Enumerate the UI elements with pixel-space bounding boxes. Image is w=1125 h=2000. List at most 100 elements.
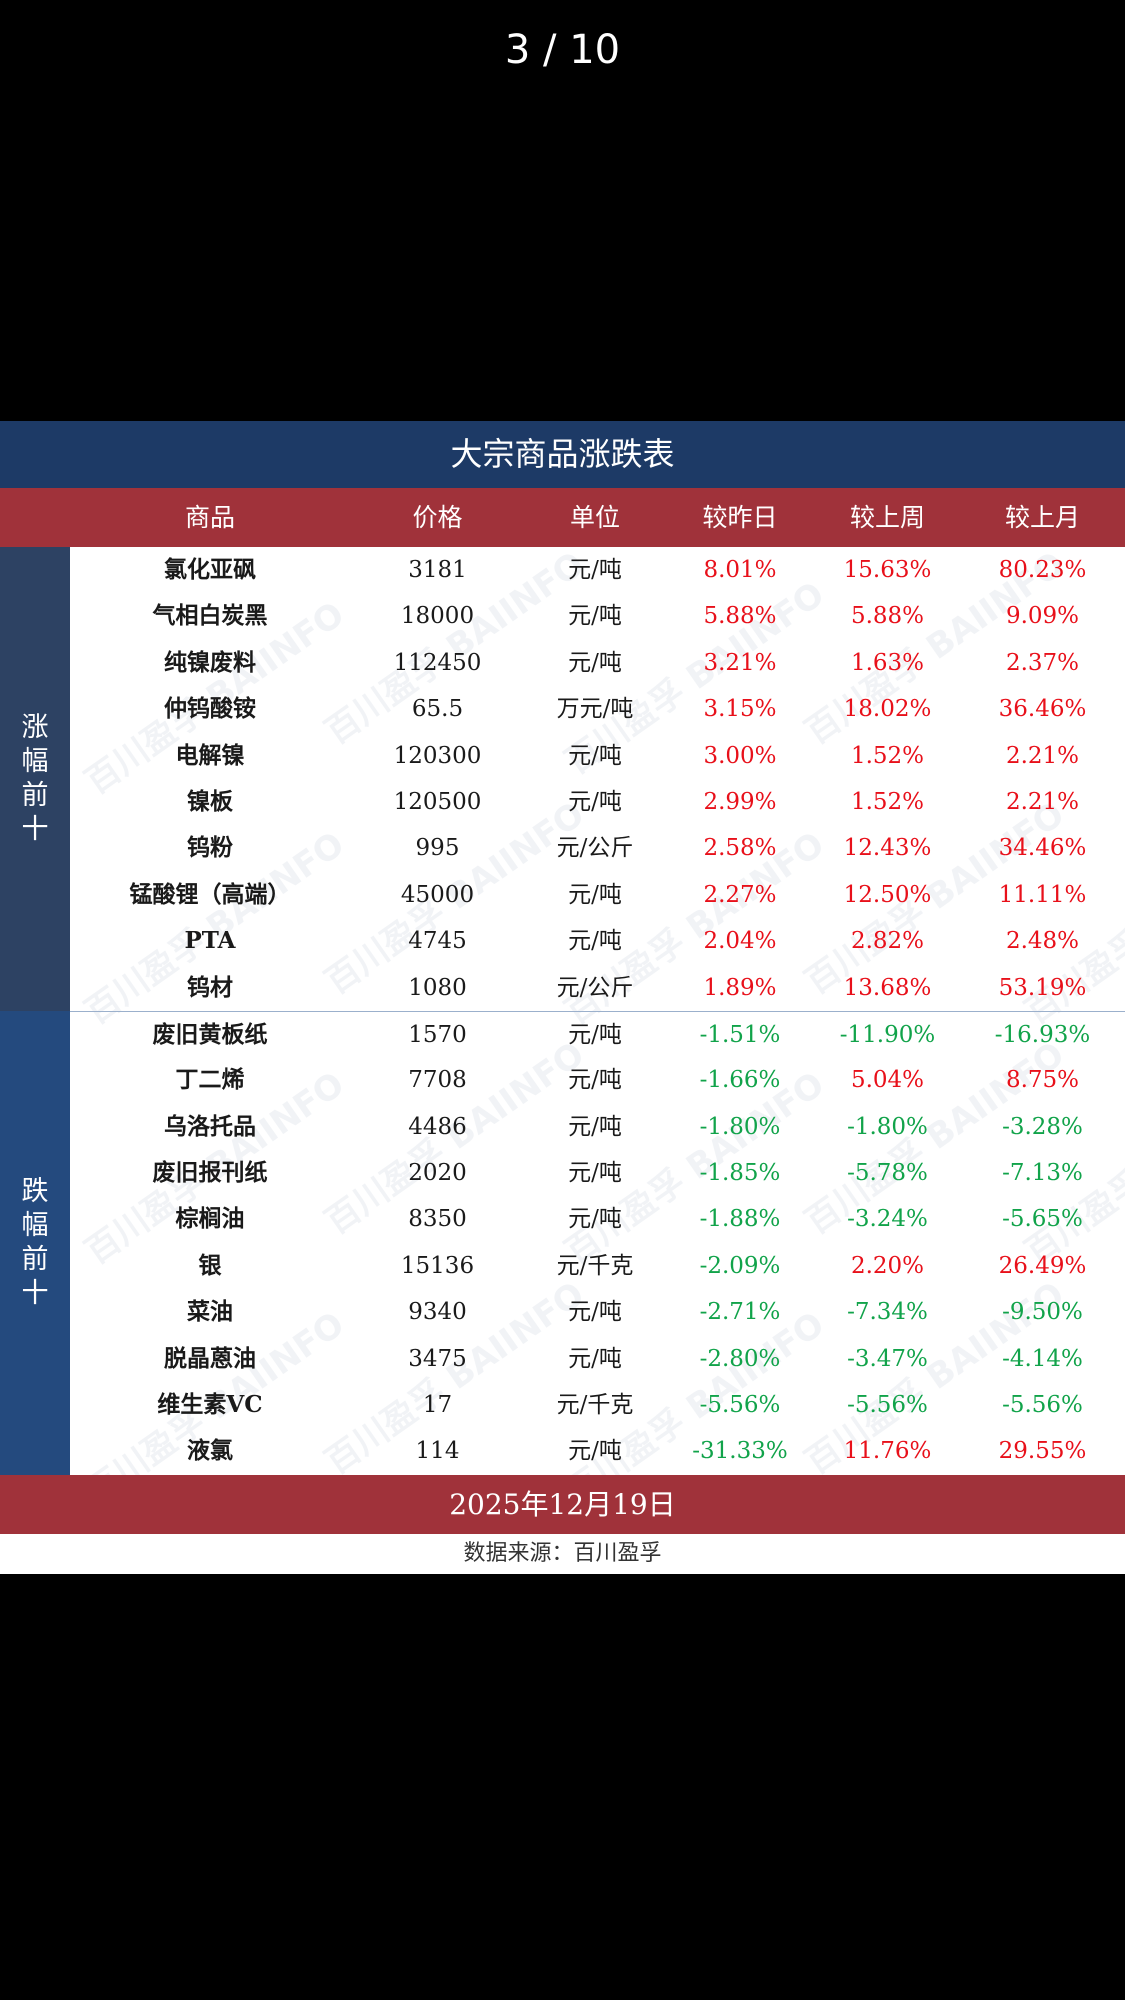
commodity-name: 维生素VC	[157, 1391, 263, 1419]
change-vs-yesterday: -2.71%	[699, 1299, 781, 1326]
change-vs-last-week: -3.47%	[847, 1345, 928, 1372]
change-vs-last-month: 80.23%	[998, 557, 1087, 583]
change-vs-last-week: 5.88%	[850, 603, 925, 630]
price-value: 4486	[408, 1113, 467, 1140]
unit-value: 元/吨	[568, 928, 622, 955]
unit-value: 元/千克	[556, 1252, 634, 1279]
unit-value: 元/吨	[568, 788, 622, 815]
group-bottom-char: 幅	[21, 1210, 49, 1241]
group-bottom-char: 前	[21, 1244, 49, 1275]
change-vs-last-month: -9.50%	[1002, 1299, 1083, 1326]
price-value: 2020	[408, 1160, 467, 1187]
unit-value: 元/吨	[568, 1113, 622, 1140]
change-vs-last-month: 2.37%	[1005, 649, 1080, 676]
unit-value: 元/吨	[568, 603, 622, 630]
change-vs-last-week: 5.04%	[850, 1067, 925, 1094]
commodity-name: 脱晶蒽油	[164, 1344, 256, 1372]
change-vs-last-week: -5.78%	[847, 1160, 928, 1187]
commodity-name: 锰酸锂（高端）	[129, 880, 291, 908]
change-vs-last-week: 18.02%	[843, 696, 932, 723]
price-value: 120300	[393, 742, 482, 769]
table-row: 氯化亚砜 3181 元/吨 8.01% 15.63% 80.23%	[70, 547, 1125, 593]
price-value: 9340	[408, 1299, 467, 1326]
header-price: 价格	[412, 503, 463, 532]
table-date: 2025年12月19日	[0, 1475, 1125, 1534]
unit-value: 元/吨	[568, 742, 622, 769]
price-value: 18000	[400, 603, 475, 630]
table-row: 维生素VC 17 元/千克 -5.56% -5.56% -5.56%	[70, 1382, 1125, 1428]
change-vs-last-week: 2.20%	[850, 1252, 925, 1279]
table-header-row: 商品 价格 单位 较昨日 较上周 较上月	[0, 488, 1125, 547]
commodity-name: 菜油	[187, 1298, 233, 1326]
table-row: 废旧报刊纸 2020 元/吨 -1.85% -5.78% -7.13%	[70, 1150, 1125, 1196]
commodity-name: 废旧报刊纸	[152, 1159, 268, 1187]
change-vs-last-week: -7.34%	[847, 1299, 928, 1326]
commodity-name: 钨粉	[187, 834, 233, 862]
change-vs-yesterday: 1.89%	[703, 974, 777, 1001]
change-vs-yesterday: 2.04%	[703, 928, 777, 955]
change-vs-yesterday: -1.51%	[699, 1021, 781, 1048]
header-commodity: 商品	[184, 503, 235, 532]
table-row: 液氯 114 元/吨 -31.33% 11.76% 29.55%	[70, 1428, 1125, 1474]
change-vs-yesterday: 3.15%	[703, 696, 777, 723]
change-vs-last-week: 12.43%	[843, 835, 932, 862]
table-title: 大宗商品涨跌表	[0, 421, 1125, 488]
change-vs-last-week: -5.56%	[847, 1392, 928, 1419]
change-vs-last-week: 15.63%	[843, 557, 932, 583]
group-label-top-losers: 跌 幅 前 十	[0, 1011, 70, 1475]
commodity-name: 电解镍	[175, 741, 245, 769]
unit-value: 元/吨	[568, 1206, 622, 1233]
commodity-name: 废旧黄板纸	[152, 1020, 268, 1048]
unit-value: 元/千克	[556, 1392, 634, 1419]
change-vs-last-week: -1.80%	[847, 1113, 928, 1140]
change-vs-last-month: 53.19%	[998, 974, 1087, 1001]
price-value: 65.5	[411, 696, 464, 723]
unit-value: 万元/吨	[556, 696, 634, 723]
unit-value: 元/吨	[568, 649, 622, 676]
commodity-name: PTA	[184, 927, 236, 955]
change-vs-last-week: 11.76%	[843, 1438, 932, 1465]
change-vs-yesterday: -5.56%	[699, 1392, 781, 1419]
table-row: 镍板 120500 元/吨 2.99% 1.52% 2.21%	[70, 779, 1125, 825]
group-top-char: 前	[21, 780, 49, 811]
change-vs-yesterday: 2.58%	[703, 835, 777, 862]
unit-value: 元/吨	[568, 1067, 622, 1094]
change-vs-last-month: 26.49%	[998, 1252, 1087, 1279]
group-label-top-gainers: 涨 幅 前 十	[0, 547, 70, 1011]
commodity-table-image[interactable]: 百川盈孚 BAIINFO 百川盈孚 BAIINFO 百川盈孚 BAIINFO 百川盈孚…	[0, 421, 1125, 1574]
table-row: 气相白炭黑 18000 元/吨 5.88% 5.88% 9.09%	[70, 593, 1125, 639]
commodity-name: 棕榈油	[175, 1205, 245, 1233]
change-vs-yesterday: -2.09%	[699, 1252, 781, 1279]
unit-value: 元/吨	[568, 1345, 622, 1372]
table-row: PTA 4745 元/吨 2.04% 2.82% 2.48%	[70, 918, 1125, 964]
group-top-char: 涨	[21, 712, 49, 743]
commodity-name: 丁二烯	[175, 1066, 245, 1094]
header-vs-yesterday: 较昨日	[702, 503, 778, 532]
change-vs-yesterday: -1.66%	[699, 1067, 781, 1094]
unit-value: 元/吨	[568, 1438, 622, 1465]
table-row: 锰酸锂（高端） 45000 元/吨 2.27% 12.50% 11.11%	[70, 872, 1125, 918]
change-vs-last-month: 2.21%	[1005, 742, 1080, 769]
table-row: 纯镍废料 112450 元/吨 3.21% 1.63% 2.37%	[70, 640, 1125, 686]
data-source: 数据来源：百川盈孚	[463, 1541, 662, 1566]
change-vs-yesterday: 8.01%	[703, 557, 777, 583]
change-vs-last-month: 36.46%	[998, 696, 1087, 723]
group-top-char: 十	[21, 814, 49, 845]
table-row: 钨材 1080 元/公斤 1.89% 13.68% 53.19%	[70, 965, 1125, 1011]
commodity-name: 液氯	[187, 1437, 233, 1465]
change-vs-last-month: 34.46%	[998, 835, 1087, 862]
unit-value: 元/公斤	[556, 974, 634, 1001]
unit-value: 元/吨	[568, 1021, 622, 1048]
change-vs-last-month: 8.75%	[1005, 1067, 1080, 1094]
price-value: 7708	[408, 1067, 467, 1094]
change-vs-yesterday: 3.21%	[703, 649, 777, 676]
table-row: 仲钨酸铵 65.5 万元/吨 3.15% 18.02% 36.46%	[70, 686, 1125, 732]
commodity-name: 纯镍废料	[164, 648, 256, 676]
change-vs-last-month: 11.11%	[998, 881, 1087, 908]
commodity-name: 乌洛托品	[164, 1112, 256, 1140]
price-value: 120500	[393, 788, 482, 815]
group-bottom-char: 跌	[21, 1176, 49, 1207]
header-vs-last-week: 较上周	[849, 503, 925, 532]
change-vs-last-week: 13.68%	[843, 974, 932, 1001]
